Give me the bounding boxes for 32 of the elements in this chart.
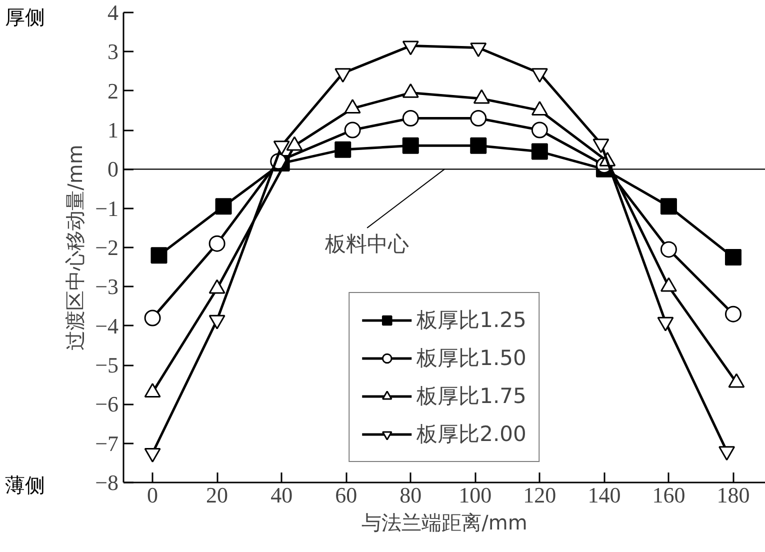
x-tick-label: 40 [270, 482, 293, 508]
x-tick-label: 140 [588, 482, 621, 508]
y-tick-label: 2 [108, 78, 118, 104]
y-tick-label: −8 [95, 470, 119, 495]
text: 厚侧 [5, 5, 45, 29]
legend-label: 板厚比1.25 [416, 307, 526, 334]
y-tick-label: 0 [108, 156, 118, 182]
y-tick-label: −7 [95, 430, 119, 456]
y-tick-label: −1 [95, 196, 119, 221]
y-tick-label: −4 [95, 313, 119, 338]
y-axis-title: 过渡区中心移动量/mm [63, 144, 88, 350]
y-tick-label: −6 [95, 392, 119, 417]
ref-line-label: 板料中心 [324, 232, 410, 256]
legend-label: 板厚比1.75 [416, 383, 526, 410]
x-tick-label: 160 [652, 482, 686, 508]
x-axis-title: 与法兰端距离/mm [362, 510, 528, 534]
y-tick-label: 1 [108, 118, 118, 142]
x-tick-label: 100 [458, 482, 492, 508]
x-tick-label: 120 [523, 482, 556, 508]
x-tick-label: 180 [716, 482, 750, 508]
x-tick-label: 0 [147, 482, 158, 508]
y-tick-label: −3 [95, 274, 119, 300]
x-tick-label: 80 [400, 482, 422, 508]
legend-label: 板厚比2.00 [416, 421, 526, 448]
y-tick-label: −2 [95, 235, 119, 260]
x-tick-label: 60 [335, 482, 358, 508]
y-tick-label: −5 [95, 352, 119, 378]
x-tick-label: 20 [206, 482, 228, 508]
legend-label: 板厚比1.50 [416, 345, 526, 372]
text: 薄侧 [5, 473, 45, 497]
y-tick-label: 4 [108, 0, 118, 25]
y-tick-label: 3 [108, 39, 118, 64]
